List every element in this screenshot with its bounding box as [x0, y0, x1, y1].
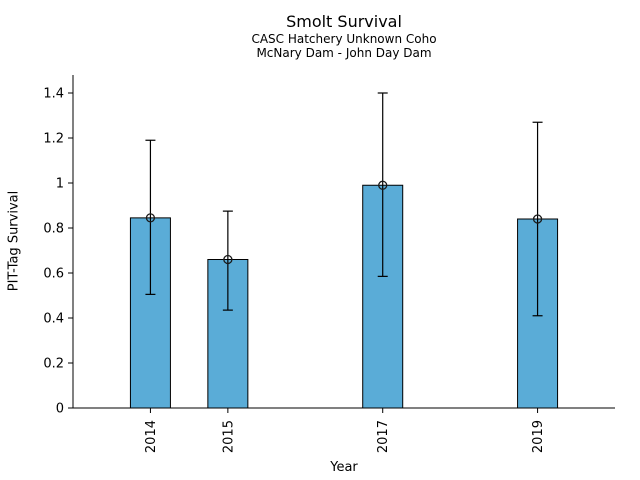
y-tick-label: 1 [56, 177, 64, 192]
point-marker-2015 [223, 254, 233, 265]
x-tick-label: 2017 [376, 420, 391, 453]
chart-title: Smolt Survival [286, 12, 402, 31]
chart-subtitle-line2: McNary Dam - John Day Dam [256, 46, 432, 60]
y-tick-label: 0.6 [43, 267, 64, 282]
x-axis-label: Year [330, 460, 358, 475]
x-tick-label: 2014 [144, 420, 159, 453]
y-tick-label: 0.4 [43, 312, 64, 327]
point-marker-2017 [378, 180, 388, 190]
x-tick-label: 2015 [221, 420, 236, 453]
y-tick-label: 0.2 [43, 357, 64, 372]
y-tick-label: 1.2 [43, 132, 64, 147]
y-tick-label: 0.8 [43, 222, 64, 237]
x-tick-label: 2019 [531, 420, 546, 453]
y-axis-label: PIT-Tag Survival [6, 190, 22, 292]
y-tick-label: 1.4 [43, 87, 64, 102]
point-marker-2014 [145, 213, 156, 223]
point-marker-2019 [532, 214, 543, 224]
chart-subtitle-line1: CASC Hatchery Unknown Coho [251, 32, 437, 46]
y-tick-label: 0 [56, 402, 64, 417]
